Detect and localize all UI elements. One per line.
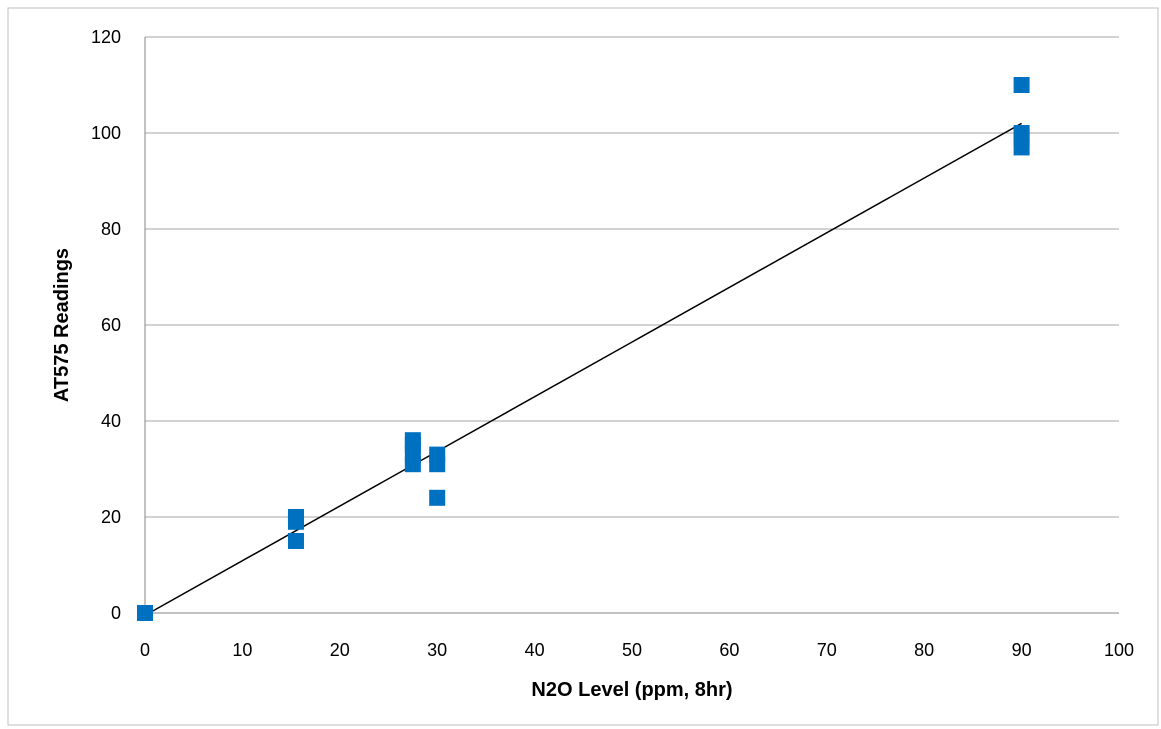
- x-tick-labels: 0 10 20 30 40 50 60 70 80 90 100: [140, 640, 1134, 660]
- gridlines: [145, 36, 1119, 518]
- data-point: [1013, 77, 1030, 93]
- y-axis-title: AT575 Readings: [51, 248, 73, 402]
- y-tick-label: 0: [111, 603, 121, 623]
- y-tick-label: 20: [101, 507, 121, 527]
- x-tick-label: 60: [719, 640, 739, 660]
- x-tick-label: 70: [817, 640, 837, 660]
- x-tick-label: 20: [330, 640, 350, 660]
- data-point: [429, 489, 446, 506]
- y-tick-labels: 0 20 40 60 80 100 120: [91, 27, 121, 623]
- x-tick-label: 10: [232, 640, 252, 660]
- y-tick-label: 120: [91, 27, 121, 47]
- x-tick-label: 40: [525, 640, 545, 660]
- x-axis-title: N2O Level (ppm, 8hr): [531, 679, 732, 701]
- data-points: [137, 77, 1030, 621]
- y-tick-label: 80: [101, 219, 121, 239]
- x-tick-label: 50: [622, 640, 642, 660]
- x-tick-label: 30: [427, 640, 447, 660]
- data-point: [429, 446, 446, 463]
- x-tick-label: 0: [140, 640, 150, 660]
- x-tick-label: 100: [1104, 640, 1134, 660]
- chart-area-border: [7, 7, 1159, 726]
- y-tick-label: 60: [101, 315, 121, 335]
- y-tick-label: 40: [101, 411, 121, 431]
- axes: [144, 37, 1119, 614]
- data-point: [1013, 125, 1030, 141]
- data-point: [404, 432, 421, 449]
- data-point: [137, 605, 153, 621]
- data-point: [287, 509, 304, 525]
- y-tick-label: 100: [91, 123, 121, 143]
- x-tick-label: 80: [914, 640, 934, 660]
- data-point: [287, 533, 304, 549]
- x-tick-label: 90: [1012, 640, 1032, 660]
